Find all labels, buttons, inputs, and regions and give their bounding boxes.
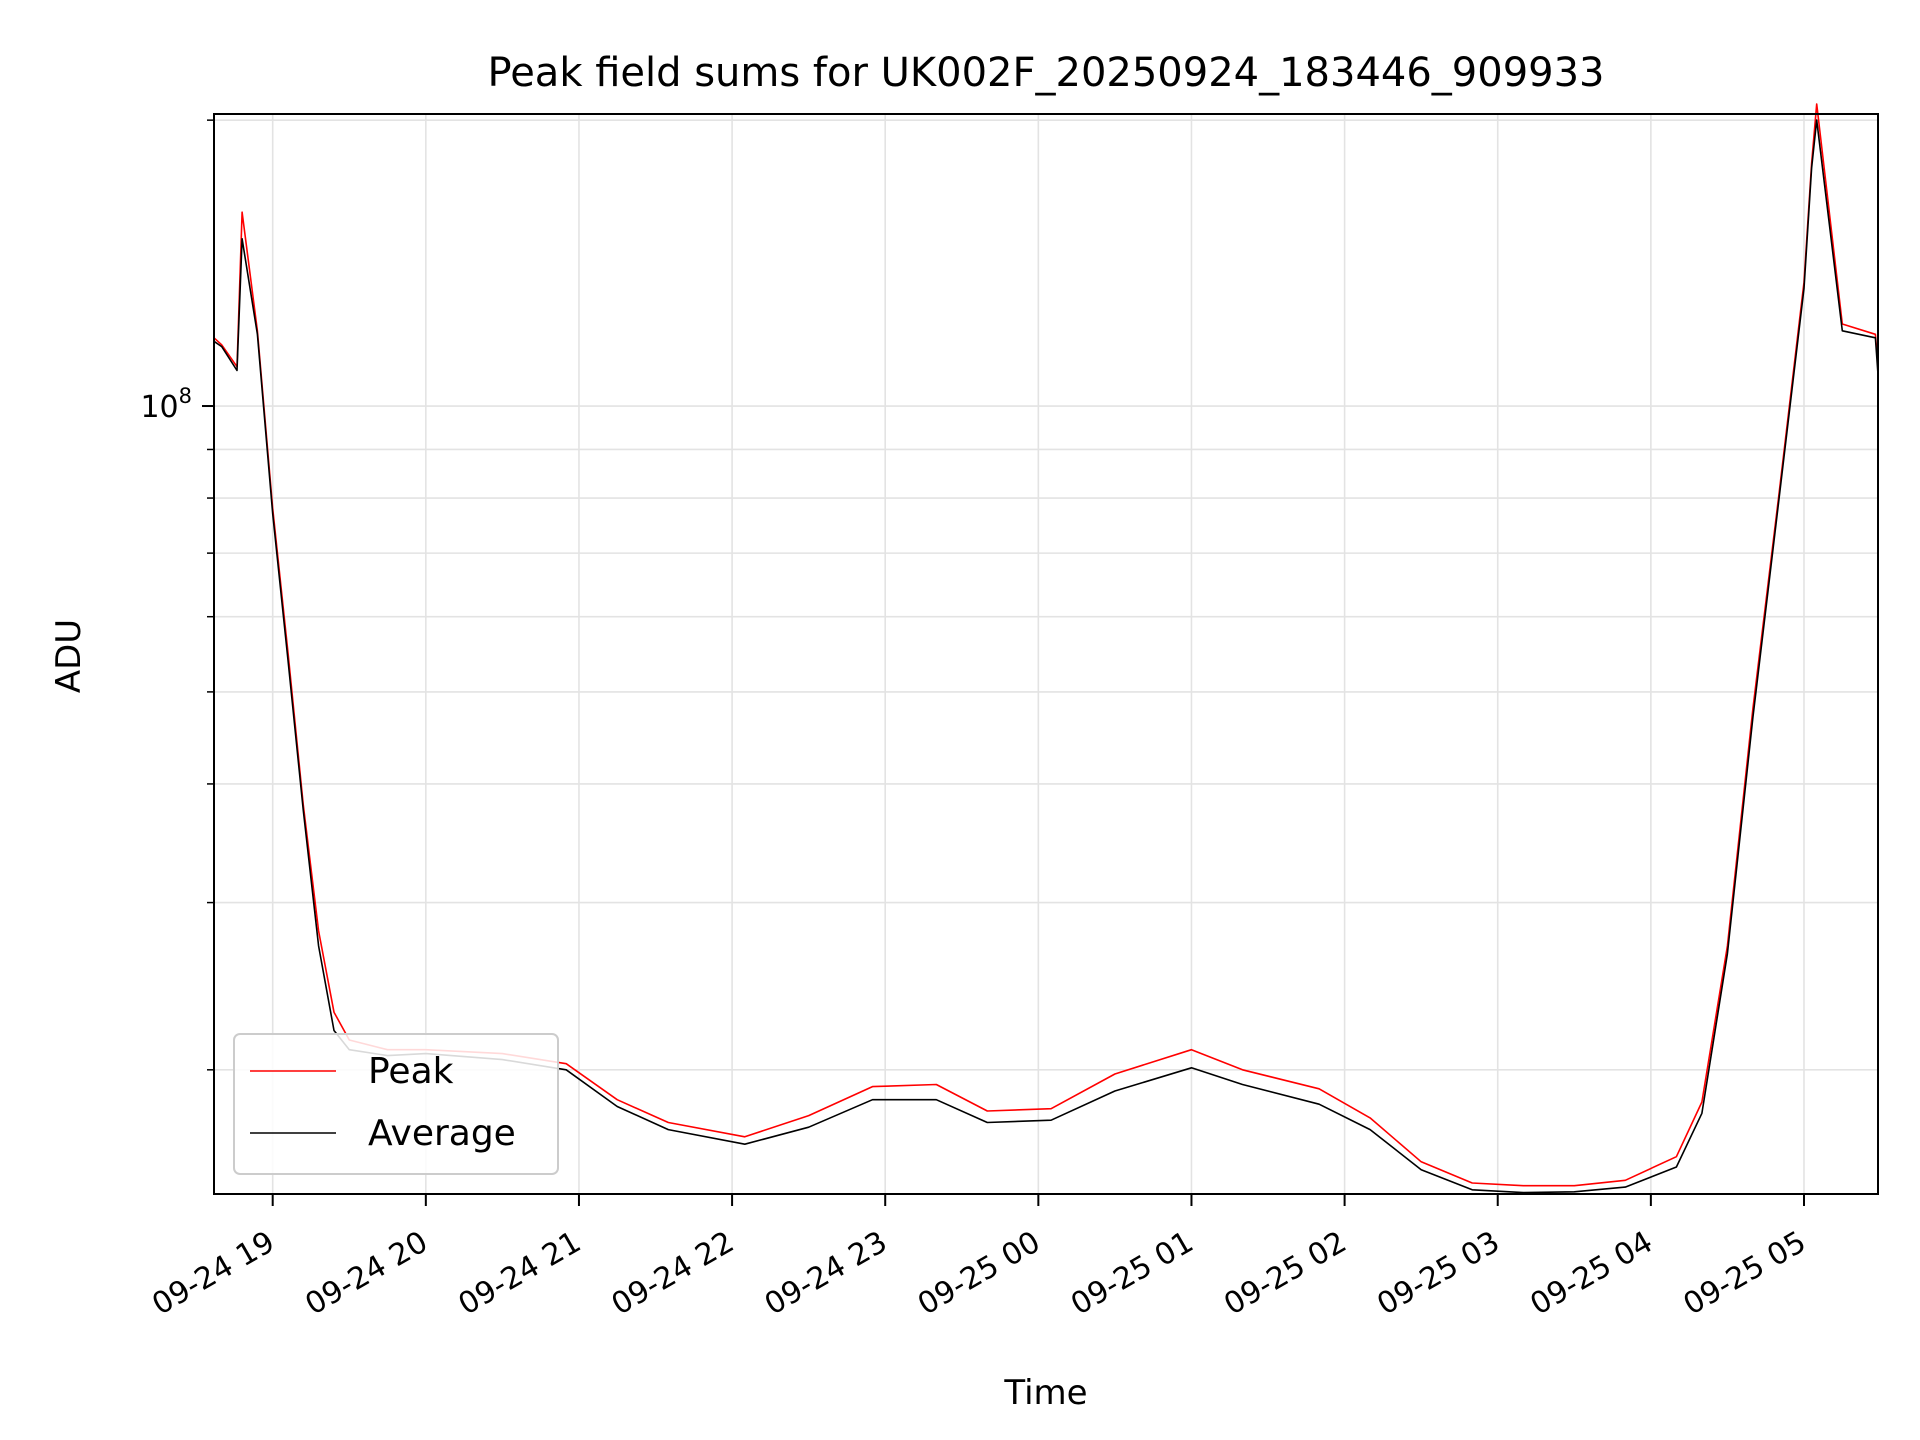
chart-title: Peak field sums for UK002F_20250924_1834… xyxy=(488,50,1605,96)
legend: Peak Average xyxy=(233,1033,559,1175)
y-axis-label: ADU xyxy=(49,619,89,693)
series-line-average xyxy=(213,119,1879,1194)
series-lines xyxy=(213,103,1879,1194)
x-axis-label: Time xyxy=(1003,1373,1087,1413)
y-tick-label: 108 xyxy=(140,384,192,425)
legend-label-average: Average xyxy=(368,1113,516,1154)
legend-label-peak: Peak xyxy=(368,1051,454,1092)
legend-box xyxy=(233,1033,559,1175)
plot-frame xyxy=(213,113,1879,1195)
